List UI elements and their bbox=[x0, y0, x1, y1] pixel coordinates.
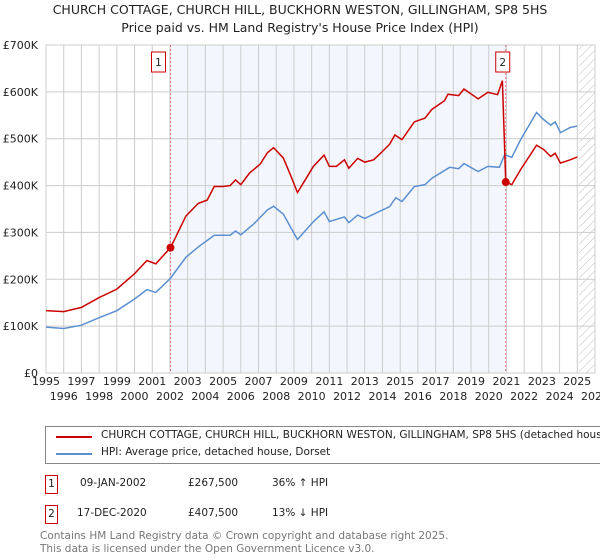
y-tick-label: £700K bbox=[3, 39, 39, 52]
x-tick-label: 1995 bbox=[32, 375, 60, 388]
x-tick-label: 2003 bbox=[174, 375, 202, 388]
x-tick-label: 2022 bbox=[510, 390, 538, 403]
sale-badge bbox=[150, 51, 166, 73]
y-tick-label: £400K bbox=[3, 180, 39, 193]
transaction-hpi: 13% ↓ HPI bbox=[272, 507, 329, 519]
y-tick-label: £500K bbox=[3, 133, 39, 146]
x-tick-label: 2008 bbox=[262, 390, 290, 403]
x-tick-label: 2017 bbox=[422, 375, 450, 388]
sale-badge-label: 1 bbox=[155, 57, 162, 69]
x-tick-label: 2015 bbox=[386, 375, 414, 388]
x-tick-label: 1996 bbox=[50, 390, 78, 403]
transaction-badge: 1 bbox=[45, 475, 58, 494]
x-tick-label: 2012 bbox=[333, 390, 361, 403]
x-tick-label: 2002 bbox=[156, 390, 184, 403]
x-tick-label: 1997 bbox=[67, 375, 95, 388]
sale-point bbox=[166, 243, 175, 252]
x-tick-label: 2023 bbox=[528, 375, 556, 388]
hatched-future-region bbox=[579, 45, 595, 373]
transaction-price: £407,500 bbox=[188, 507, 239, 519]
sale-badge-label: 2 bbox=[499, 57, 506, 69]
y-tick-label: £200K bbox=[3, 273, 39, 286]
hpi-line bbox=[45, 111, 578, 330]
x-tick-label: 2005 bbox=[209, 375, 237, 388]
x-tick-label: 2000 bbox=[121, 390, 149, 403]
legend-swatch-red bbox=[56, 436, 92, 438]
x-tick-label: 2025 bbox=[563, 375, 591, 388]
x-tick-label: 2016 bbox=[404, 390, 432, 403]
x-tick-label: 2007 bbox=[245, 375, 273, 388]
x-tick-label: 2020 bbox=[475, 390, 503, 403]
transaction-hpi: 36% ↑ HPI bbox=[272, 477, 329, 489]
y-tick-label: £300K bbox=[3, 226, 39, 239]
y-tick-label: £0 bbox=[24, 367, 38, 380]
legend-label: HPI: Average price, detached house, Dors… bbox=[101, 446, 331, 458]
x-tick-label: 1999 bbox=[103, 375, 131, 388]
x-tick-label: 2004 bbox=[191, 390, 219, 403]
footer: Contains HM Land Registry data © Crown c… bbox=[40, 530, 448, 556]
x-tick-label: 2018 bbox=[439, 390, 467, 403]
x-tick-label: 1998 bbox=[85, 390, 113, 403]
x-tick-label: 2009 bbox=[280, 375, 308, 388]
legend-label: CHURCH COTTAGE, CHURCH HILL, BUCKHORN WE… bbox=[101, 429, 600, 441]
sale-point bbox=[501, 178, 510, 187]
footer-copyright: Contains HM Land Registry data © Crown c… bbox=[40, 530, 449, 542]
legend-swatch-blue bbox=[56, 453, 92, 455]
x-tick-label: 2021 bbox=[492, 375, 520, 388]
chart-title: CHURCH COTTAGE, CHURCH HILL, BUCKHORN WE… bbox=[52, 2, 548, 17]
price-paid-line bbox=[45, 80, 578, 313]
transaction-price: £267,500 bbox=[188, 477, 239, 489]
x-tick-label: 2006 bbox=[227, 390, 255, 403]
transaction-date: 17-DEC-2020 bbox=[77, 507, 147, 519]
y-tick-label: £100K bbox=[3, 320, 39, 333]
x-tick-label: 2010 bbox=[298, 390, 326, 403]
x-tick-label: 2013 bbox=[351, 375, 379, 388]
transaction-date: 09-JAN-2002 bbox=[80, 477, 147, 489]
legend: CHURCH COTTAGE, CHURCH HILL, BUCKHORN WE… bbox=[45, 426, 600, 464]
footer-licence: This data is licensed under the Open Gov… bbox=[40, 543, 375, 555]
shaded-ownership-period bbox=[170, 45, 506, 373]
y-tick-label: £600K bbox=[3, 86, 39, 99]
x-tick-label: 2024 bbox=[546, 390, 574, 403]
transaction-badge: 2 bbox=[45, 505, 58, 524]
sale-badge bbox=[495, 51, 511, 73]
plot-frame bbox=[45, 44, 596, 374]
price-chart: 1995 1996 1997 1998 1999 2000 2001 2002 2003 2004… bbox=[3, 39, 600, 403]
x-tick-label: 2011 bbox=[315, 375, 343, 388]
chart-subtitle: Price paid vs. HM Land Registry's House … bbox=[121, 20, 479, 35]
x-tick-label: 2001 bbox=[138, 375, 166, 388]
x-tick-label: 2026 bbox=[581, 390, 600, 403]
x-tick-label: 2019 bbox=[457, 375, 485, 388]
x-tick-label: 2014 bbox=[368, 390, 396, 403]
